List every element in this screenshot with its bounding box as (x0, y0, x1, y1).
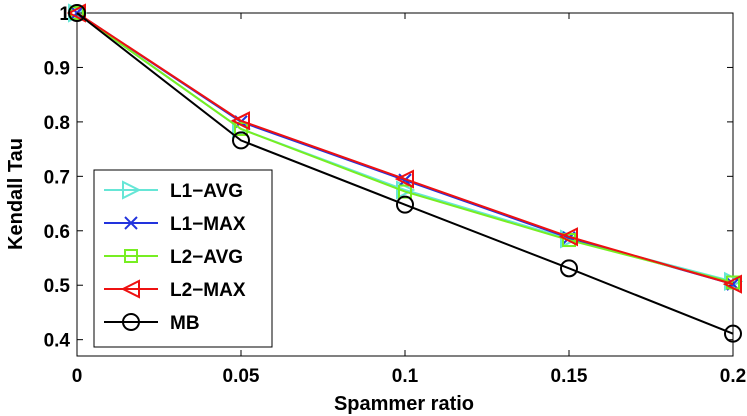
legend-label-l1-max: L1−MAX (170, 214, 246, 235)
x-axis-title: Spammer ratio (334, 393, 474, 415)
y-tick-label: 0.7 (44, 167, 70, 188)
legend-marker-mb (122, 313, 140, 331)
x-tick-label: 0.2 (720, 366, 746, 387)
legend-marker-l1-max (124, 216, 138, 230)
legend-label-l1-avg: L1−AVG (170, 181, 243, 202)
x-tick-label: 0.05 (223, 366, 260, 387)
data-point-l2-max (394, 169, 414, 189)
y-tick-label: 1 (59, 4, 70, 25)
legend-item-l2-max: L2−MAX (104, 279, 246, 301)
x-tick-label: 0.15 (551, 366, 588, 387)
legend-label-mb: MB (170, 313, 200, 334)
data-point-mb (560, 259, 578, 278)
data-point-mb (68, 4, 86, 22)
data-point-l2-max (230, 111, 250, 131)
data-point-l2-avg (562, 233, 576, 248)
legend-label-l2-avg: L2−AVG (170, 247, 243, 268)
series-line-mb (76, 12, 734, 335)
legend-marker-l2-max (120, 279, 140, 299)
x-tick-label: 0 (72, 366, 83, 387)
y-axis-title: Kendall Tau (5, 138, 27, 250)
legend-item-mb: MB (104, 313, 200, 334)
legend-label-l2-max: L2−MAX (170, 280, 246, 301)
y-tick-label: 0.8 (44, 113, 70, 134)
data-point-l2-max (558, 227, 578, 247)
data-point-mb (232, 131, 250, 150)
series-line-l2-avg (76, 12, 734, 284)
y-tick-label: 0.6 (44, 222, 70, 243)
x-tick-label: 0.1 (392, 366, 419, 387)
series-line-l2-max (76, 12, 734, 286)
legend-item-l2-avg: L2−AVG (104, 247, 243, 268)
y-tick-label: 0.4 (44, 331, 71, 352)
y-tick-label: 0.5 (44, 276, 71, 297)
data-point-l2-avg (234, 121, 248, 136)
series-l2-max (66, 3, 742, 294)
legend-item-l1-max: L1−MAX (104, 214, 246, 235)
legend-item-l1-avg: L1−AVG (104, 180, 243, 202)
legend-marker-l1-avg (122, 180, 142, 200)
data-point-l2-max (722, 274, 742, 294)
legend-marker-l2-avg (124, 249, 138, 263)
data-point-mb (396, 195, 414, 214)
series-mb (68, 4, 742, 343)
y-tick-label: 0.9 (44, 58, 70, 79)
data-point-mb (724, 324, 742, 343)
